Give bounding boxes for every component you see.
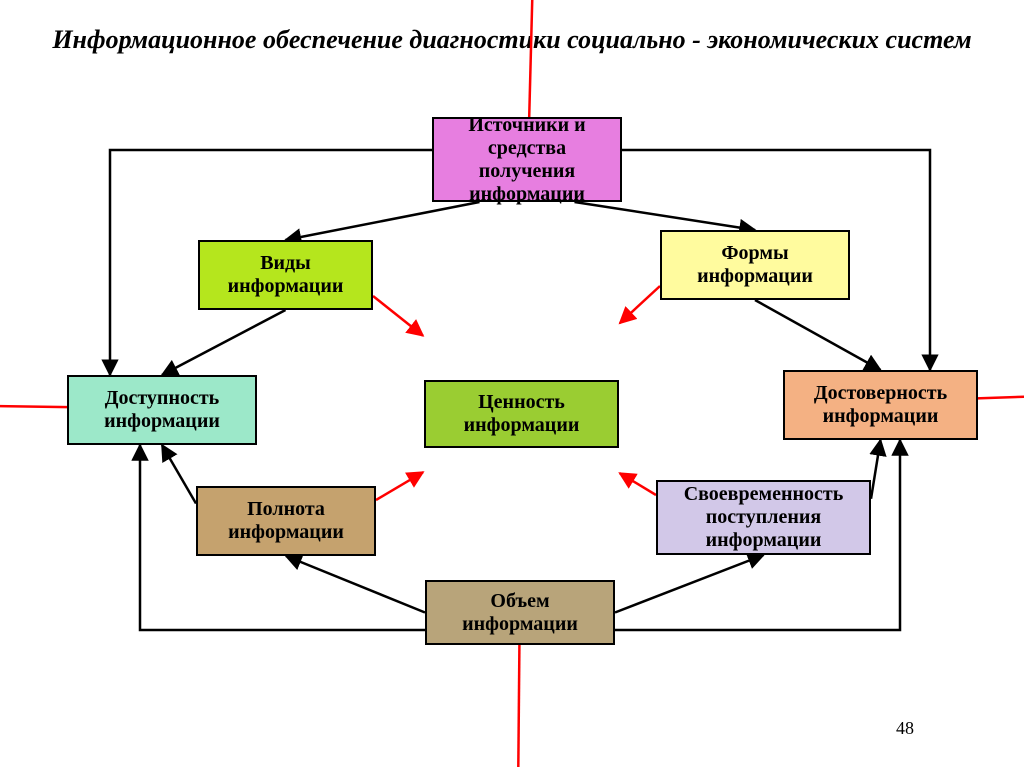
diagram-title: Информационное обеспечение диагностики с…: [0, 24, 1024, 57]
node-forms: Формы информации: [660, 230, 850, 300]
node-reliability: Достоверность информации: [783, 370, 978, 440]
node-availability: Доступность информации: [67, 375, 257, 445]
node-sources: Источники и средства получения информаци…: [432, 117, 622, 202]
node-timeliness: Своевременность поступления информации: [656, 480, 871, 555]
node-volume: Объем информации: [425, 580, 615, 645]
page-number: 48: [896, 718, 914, 739]
node-types: Виды информации: [198, 240, 373, 310]
diagram-canvas: { "title": "Информационное обеспечение д…: [0, 0, 1024, 767]
node-value: Ценность информации: [424, 380, 619, 448]
node-completeness: Полнота информации: [196, 486, 376, 556]
